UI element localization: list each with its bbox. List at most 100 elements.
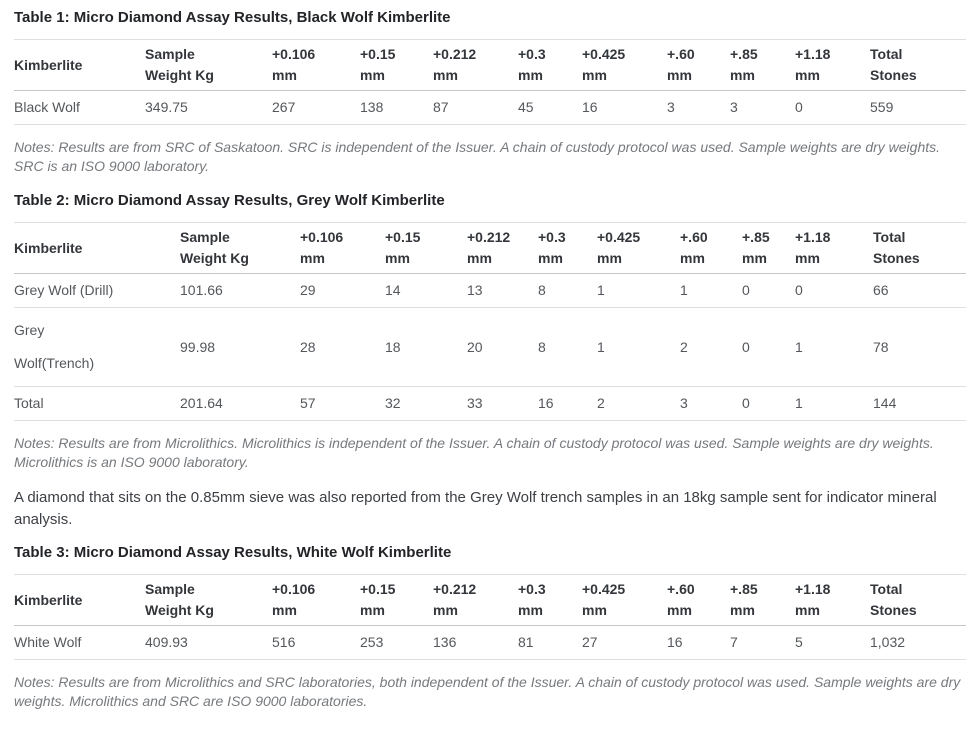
column-header: +0.212 mm	[433, 39, 518, 91]
table-2-title: Table 2: Micro Diamond Assay Results, Gr…	[14, 192, 445, 209]
column-header: Kimberlite	[14, 574, 145, 626]
table-cell: 87	[433, 90, 518, 125]
table-cell: 0	[795, 90, 870, 125]
table-cell: 29	[300, 273, 385, 308]
table-cell: 8	[538, 307, 597, 387]
column-header: +0.425 mm	[582, 574, 667, 626]
table-cell: 2	[680, 307, 742, 387]
table-row: White Wolf 409.93 516 253 136 81 27 16 7…	[14, 625, 966, 660]
table-cell: 16	[582, 90, 667, 125]
table-cell: 66	[873, 273, 966, 308]
column-header: +0.425 mm	[597, 222, 680, 274]
column-header: +0.15 mm	[360, 574, 433, 626]
table-cell: Grey Wolf(Trench)	[14, 307, 180, 387]
column-header: +.60 mm	[667, 39, 730, 91]
table-cell: 138	[360, 90, 433, 125]
assay-table-grey-wolf: Kimberlite Sample Weight Kg +0.106 mm +0…	[14, 222, 966, 421]
table-cell: 18	[385, 307, 467, 387]
column-header: +.85 mm	[730, 39, 795, 91]
table-cell: 516	[272, 625, 360, 660]
table-cell: 33	[467, 386, 538, 421]
table-cell: 57	[300, 386, 385, 421]
table-cell: 1	[680, 273, 742, 308]
column-header: +0.3 mm	[518, 39, 582, 91]
table-3-title: Table 3: Micro Diamond Assay Results, Wh…	[14, 544, 452, 561]
column-header: Total Stones	[870, 574, 966, 626]
table-cell: 1	[597, 273, 680, 308]
table-1-title: Table 1: Micro Diamond Assay Results, Bl…	[14, 9, 451, 26]
column-header: +0.106 mm	[300, 222, 385, 274]
table-cell: 1,032	[870, 625, 966, 660]
column-header: +0.15 mm	[385, 222, 467, 274]
table-cell: 0	[742, 307, 795, 387]
table-cell: 559	[870, 90, 966, 125]
column-header: +.60 mm	[667, 574, 730, 626]
table-cell: 14	[385, 273, 467, 308]
column-header: +0.212 mm	[433, 574, 518, 626]
table-cell: 101.66	[180, 273, 300, 308]
table-3-notes: Notes: Results are from Microlithics and…	[14, 674, 961, 709]
table-cell: 1	[795, 307, 873, 387]
column-header: Sample Weight Kg	[180, 222, 300, 274]
column-header: +0.15 mm	[360, 39, 433, 91]
table-1-notes: Notes: Results are from SRC of Saskatoon…	[14, 139, 941, 174]
table-cell: 20	[467, 307, 538, 387]
table-cell: 349.75	[145, 90, 272, 125]
column-header: +0.212 mm	[467, 222, 538, 274]
column-header: Sample Weight Kg	[145, 574, 272, 626]
column-header: +0.106 mm	[272, 574, 360, 626]
table-cell: 136	[433, 625, 518, 660]
table-cell: Black Wolf	[14, 90, 145, 125]
table-cell: 27	[582, 625, 667, 660]
table-cell: Grey Wolf (Drill)	[14, 273, 180, 308]
column-header: Total Stones	[873, 222, 966, 274]
table-cell: 8	[538, 273, 597, 308]
body-paragraph: A diamond that sits on the 0.85mm sieve …	[14, 489, 937, 528]
table-cell: 144	[873, 386, 966, 421]
table-cell: 3	[667, 90, 730, 125]
table-cell: 78	[873, 307, 966, 387]
table-cell: 81	[518, 625, 582, 660]
table-cell: 253	[360, 625, 433, 660]
table-cell: 28	[300, 307, 385, 387]
table-cell: 45	[518, 90, 582, 125]
table-cell: 409.93	[145, 625, 272, 660]
table-cell: Total	[14, 386, 180, 421]
table-row: Black Wolf 349.75 267 138 87 45 16 3 3 0…	[14, 90, 966, 125]
table-row: Grey Wolf(Trench) 99.98 28 18 20 8 1 2 0…	[14, 307, 966, 387]
document: Table 1: Micro Diamond Assay Results, Bl…	[14, 8, 966, 711]
table-cell: 99.98	[180, 307, 300, 387]
table-header-row: Kimberlite Sample Weight Kg +0.106 mm +0…	[14, 39, 966, 91]
table-cell: White Wolf	[14, 625, 145, 660]
column-header: Sample Weight Kg	[145, 39, 272, 91]
table-cell: 3	[730, 90, 795, 125]
column-header: +.85 mm	[742, 222, 795, 274]
column-header: +1.18 mm	[795, 574, 870, 626]
column-header: +1.18 mm	[795, 222, 873, 274]
column-header: Total Stones	[870, 39, 966, 91]
assay-table-black-wolf: Kimberlite Sample Weight Kg +0.106 mm +0…	[14, 39, 966, 125]
table-cell: 1	[795, 386, 873, 421]
table-row: Total 201.64 57 32 33 16 2 3 0 1 144	[14, 386, 966, 421]
table-cell: 0	[742, 386, 795, 421]
table-cell: 2	[597, 386, 680, 421]
table-cell: 0	[742, 273, 795, 308]
table-2-notes: Notes: Results are from Microlithics. Mi…	[14, 435, 934, 470]
table-cell: 3	[680, 386, 742, 421]
table-cell: 1	[597, 307, 680, 387]
column-header: +1.18 mm	[795, 39, 870, 91]
column-header: +0.3 mm	[518, 574, 582, 626]
table-header-row: Kimberlite Sample Weight Kg +0.106 mm +0…	[14, 574, 966, 626]
table-row: Grey Wolf (Drill) 101.66 29 14 13 8 1 1 …	[14, 273, 966, 308]
column-header: +0.3 mm	[538, 222, 597, 274]
column-header: +0.425 mm	[582, 39, 667, 91]
table-cell: 16	[667, 625, 730, 660]
table-cell: 201.64	[180, 386, 300, 421]
column-header: +0.106 mm	[272, 39, 360, 91]
table-cell: 16	[538, 386, 597, 421]
table-cell: 5	[795, 625, 870, 660]
table-cell: 7	[730, 625, 795, 660]
assay-table-white-wolf: Kimberlite Sample Weight Kg +0.106 mm +0…	[14, 574, 966, 660]
column-header: +.85 mm	[730, 574, 795, 626]
column-header: +.60 mm	[680, 222, 742, 274]
